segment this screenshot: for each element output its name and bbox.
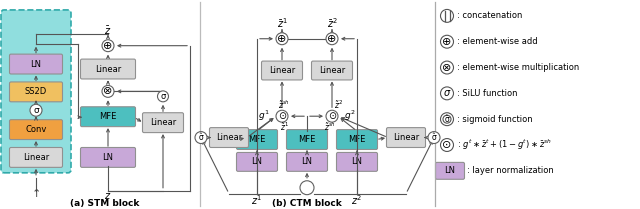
Text: $\tilde{z}^2$: $\tilde{z}^2$ xyxy=(334,99,343,111)
FancyBboxPatch shape xyxy=(287,130,328,149)
FancyBboxPatch shape xyxy=(262,61,303,80)
Circle shape xyxy=(102,40,114,52)
FancyBboxPatch shape xyxy=(337,130,378,149)
Text: $\bar{z}^2$: $\bar{z}^2$ xyxy=(326,16,337,30)
Text: LN: LN xyxy=(301,157,312,166)
FancyBboxPatch shape xyxy=(81,107,136,127)
Text: σ: σ xyxy=(33,106,39,115)
Text: LN: LN xyxy=(351,157,362,166)
Circle shape xyxy=(30,104,42,116)
Circle shape xyxy=(102,85,114,97)
Text: $g^2$: $g^2$ xyxy=(344,109,356,123)
Text: ⊗: ⊗ xyxy=(442,62,452,73)
Text: ⊕: ⊕ xyxy=(327,34,337,44)
Circle shape xyxy=(276,33,288,45)
Circle shape xyxy=(326,110,338,122)
Text: LN: LN xyxy=(31,60,42,69)
Circle shape xyxy=(440,35,454,48)
Text: MFE: MFE xyxy=(248,135,266,144)
Circle shape xyxy=(326,33,338,45)
Text: LN: LN xyxy=(445,166,456,175)
Text: ⊙: ⊙ xyxy=(278,111,286,121)
FancyBboxPatch shape xyxy=(287,152,328,171)
FancyBboxPatch shape xyxy=(312,61,353,80)
Text: ⊕: ⊕ xyxy=(103,41,113,51)
FancyBboxPatch shape xyxy=(81,148,136,167)
Text: LN: LN xyxy=(252,157,262,166)
Circle shape xyxy=(428,132,440,144)
Circle shape xyxy=(440,61,454,74)
Text: $\tilde{z}^{sh}$: $\tilde{z}^{sh}$ xyxy=(278,99,290,111)
FancyBboxPatch shape xyxy=(237,130,278,149)
Text: (a) STM block: (a) STM block xyxy=(70,199,140,208)
Circle shape xyxy=(195,132,207,144)
Text: : element-wise add: : element-wise add xyxy=(457,37,538,46)
Text: : sigmoid function: : sigmoid function xyxy=(457,115,532,124)
Text: $\tilde{z}^{sh}$: $\tilde{z}^{sh}$ xyxy=(324,121,336,133)
Circle shape xyxy=(300,181,314,195)
FancyBboxPatch shape xyxy=(10,82,63,102)
Text: MFE: MFE xyxy=(348,135,365,144)
Text: ⊕: ⊕ xyxy=(277,34,287,44)
Text: $g^1$: $g^1$ xyxy=(258,109,270,123)
Text: MFE: MFE xyxy=(298,135,316,144)
Text: Linear: Linear xyxy=(150,118,176,127)
Circle shape xyxy=(440,139,454,152)
Text: ⊙: ⊙ xyxy=(328,111,336,121)
Text: ⊙: ⊙ xyxy=(442,140,452,150)
FancyBboxPatch shape xyxy=(435,162,465,179)
FancyBboxPatch shape xyxy=(143,113,184,133)
Text: $\bar{z}^1$: $\bar{z}^1$ xyxy=(276,16,287,30)
Circle shape xyxy=(440,9,454,22)
Text: LN: LN xyxy=(102,153,113,162)
Text: Linear: Linear xyxy=(216,133,242,142)
Text: : element-wise multiplication: : element-wise multiplication xyxy=(457,63,579,72)
Circle shape xyxy=(440,87,454,100)
Text: Conv: Conv xyxy=(26,125,47,134)
Circle shape xyxy=(443,115,451,123)
Text: Linear: Linear xyxy=(393,133,419,142)
FancyBboxPatch shape xyxy=(81,59,136,79)
Text: : $g^t \ast \bar{z}^t + (1-g^t) \ast \bar{z}^{sh}$: : $g^t \ast \bar{z}^t + (1-g^t) \ast \ba… xyxy=(457,138,552,152)
Text: σ̂: σ̂ xyxy=(198,133,204,142)
Text: $\tilde{z}^1$: $\tilde{z}^1$ xyxy=(280,121,289,133)
Text: σ: σ xyxy=(161,92,166,101)
Circle shape xyxy=(440,113,454,126)
Text: $\bar{z}$: $\bar{z}$ xyxy=(104,25,111,37)
Text: $z^1$: $z^1$ xyxy=(252,193,262,206)
Text: : concatenation: : concatenation xyxy=(457,11,522,20)
Text: SS2D: SS2D xyxy=(25,87,47,96)
Text: : layer normalization: : layer normalization xyxy=(467,166,554,175)
FancyBboxPatch shape xyxy=(10,148,63,167)
Text: Linear: Linear xyxy=(319,66,345,75)
Text: MFE: MFE xyxy=(99,112,116,121)
FancyBboxPatch shape xyxy=(1,10,71,173)
FancyBboxPatch shape xyxy=(209,128,248,148)
FancyBboxPatch shape xyxy=(237,152,278,171)
Text: (b) CTM block: (b) CTM block xyxy=(272,199,342,208)
FancyBboxPatch shape xyxy=(337,152,378,171)
FancyBboxPatch shape xyxy=(10,120,63,140)
FancyBboxPatch shape xyxy=(10,54,63,74)
Text: Linear: Linear xyxy=(95,65,121,74)
Text: : SiLU function: : SiLU function xyxy=(457,89,518,98)
Circle shape xyxy=(157,91,168,102)
Text: $z^2$: $z^2$ xyxy=(351,193,363,206)
Text: ⊕: ⊕ xyxy=(442,37,452,47)
Circle shape xyxy=(276,110,288,122)
Text: σ̂: σ̂ xyxy=(431,133,436,142)
Text: σ: σ xyxy=(444,88,450,98)
Text: Linear: Linear xyxy=(269,66,295,75)
Text: ↑: ↑ xyxy=(31,189,41,199)
Text: Linear: Linear xyxy=(23,153,49,162)
Text: $z$: $z$ xyxy=(104,191,111,201)
Text: ⊗: ⊗ xyxy=(103,86,113,96)
FancyBboxPatch shape xyxy=(387,128,426,148)
Text: σ̂: σ̂ xyxy=(445,115,449,124)
